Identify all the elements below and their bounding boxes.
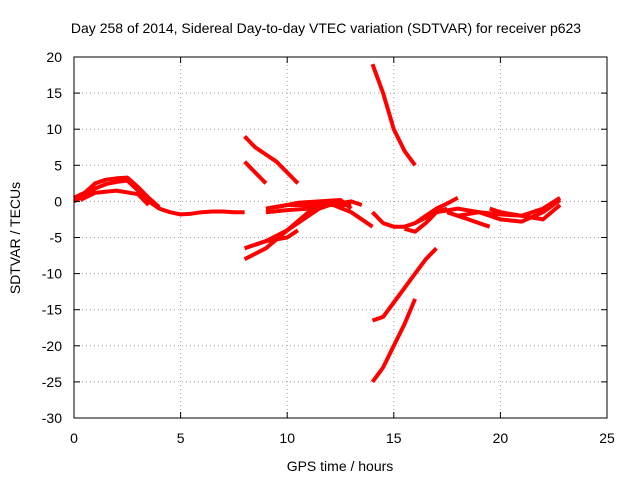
- sdtvar-trace-5: [243, 160, 268, 185]
- sdtvar-trace-13: [371, 246, 438, 323]
- y-tick-label: -15: [42, 302, 62, 318]
- y-axis-label: SDTVAR / TECUs: [7, 182, 23, 294]
- x-tick-label: 20: [493, 430, 509, 446]
- sdtvar-trace-17: [414, 196, 562, 225]
- sdtvar-trace-8: [254, 228, 300, 247]
- y-tick-label: -30: [42, 410, 62, 426]
- sdtvar-trace-18: [446, 210, 491, 229]
- y-tick-label: 0: [54, 193, 62, 209]
- x-tick-label: 10: [279, 430, 295, 446]
- sdtvar-trace-20: [489, 203, 562, 222]
- y-tick-label: -25: [42, 374, 62, 390]
- x-tick-label: 15: [386, 430, 402, 446]
- axis-ticks: 0 5 10 15 20 25 -30 -25 -20 -15 -10 -5 0 5 10 15 20: [42, 49, 615, 446]
- x-tick-label: 25: [599, 430, 615, 446]
- chart-title: Day 258 of 2014, Sidereal Day-to-day VTE…: [71, 20, 581, 36]
- x-tick-label: 0: [70, 430, 78, 446]
- sdtvar-trace-1: [73, 178, 245, 217]
- sdtvar-trace-4: [243, 135, 300, 185]
- x-tick-label: 5: [177, 430, 185, 446]
- y-tick-label: 5: [54, 157, 62, 173]
- y-tick-label: -20: [42, 338, 62, 354]
- sdtvar-trace-3: [79, 188, 151, 207]
- y-tick-label: 15: [46, 85, 62, 101]
- sdtvar-trace-2: [73, 175, 161, 209]
- plot-area: [73, 63, 562, 384]
- y-tick-label: 20: [46, 49, 62, 65]
- sdtvar-trace-10: [265, 199, 363, 215]
- sdtvar-trace-12: [370, 63, 417, 167]
- sdtvar-trace-19: [457, 198, 562, 224]
- sdtvar-trace-14: [370, 298, 417, 384]
- sdtvar-trace-11: [276, 198, 353, 211]
- y-tick-label: -10: [42, 266, 62, 282]
- y-tick-label: -5: [50, 230, 63, 246]
- plot-frame: [73, 56, 608, 419]
- x-axis-label: GPS time / hours: [287, 458, 394, 474]
- grid: [74, 57, 607, 418]
- y-tick-label: 10: [46, 121, 62, 137]
